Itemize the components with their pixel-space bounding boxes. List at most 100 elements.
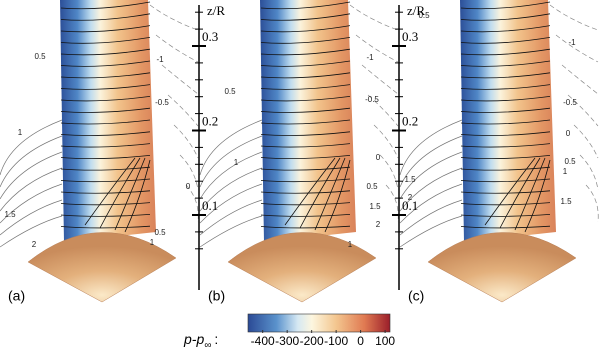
contour-label: -0.5: [563, 98, 577, 107]
contour-line: [385, 184, 399, 223]
column-contour: [60, 214, 151, 217]
contour-label: -0.5: [155, 98, 169, 107]
column-contour: [260, 84, 351, 90]
tick-label: 0.1: [202, 198, 218, 213]
contour-label: 1: [563, 167, 568, 176]
contour-line: [0, 167, 63, 212]
contour-line: [399, 215, 463, 248]
colorbar-tick-label: -100: [324, 334, 348, 348]
column-contour: [60, 166, 151, 171]
contour-label: 1.5: [369, 202, 381, 211]
contour-label: 0.5: [564, 157, 576, 166]
contour-label: 1: [234, 158, 239, 167]
column-contour: [260, 60, 351, 67]
column-contour: [60, 131, 151, 136]
column-contour: [260, 225, 351, 229]
column-contour: [60, 25, 151, 33]
contour-line: [199, 215, 263, 248]
column-contour: [60, 155, 151, 160]
column-contour: [260, 72, 351, 79]
dome: [227, 232, 377, 303]
contour-label: 0.5: [418, 11, 430, 20]
shock-lines: [284, 157, 351, 233]
contour-line: [579, 154, 599, 191]
contour-line: [0, 135, 63, 188]
contour-label: -0.5: [365, 95, 379, 104]
colorbar-tick-label: 0: [357, 334, 364, 348]
shock-lines: [84, 157, 151, 233]
contour-line: [179, 154, 199, 191]
axis-title: z/R: [207, 3, 225, 18]
contour-label: 1: [348, 240, 353, 249]
contour-label: 1.5: [560, 197, 572, 206]
contour-label: 1.5: [4, 210, 16, 219]
column-contour: [460, 190, 551, 194]
column-contour: [60, 96, 151, 102]
colorbar: [247, 313, 391, 333]
contour-label: 1: [150, 238, 155, 247]
column-contour: [460, 202, 551, 206]
tick-label: 0.2: [402, 113, 418, 128]
contour-line: [399, 119, 463, 176]
column-contour: [460, 13, 551, 21]
contour-line: [199, 199, 263, 236]
column-contour: [260, 1, 351, 10]
column-contour: [460, 72, 551, 79]
column-contour: [460, 225, 551, 229]
column-contour: [460, 37, 551, 44]
dome: [27, 232, 177, 303]
column-contour: [260, 25, 351, 33]
contour-line: [399, 167, 463, 212]
contour-label: 0: [566, 129, 571, 138]
contour-line: [561, 64, 599, 95]
column-contour: [460, 131, 551, 136]
column-contour: [260, 178, 351, 183]
contour-line: [199, 183, 263, 224]
column-contour: [260, 166, 351, 171]
contour-line: [555, 34, 599, 63]
column-contour: [460, 25, 551, 33]
column-contour: [260, 96, 351, 102]
contour-line: [155, 34, 199, 63]
column-contour: [60, 107, 151, 113]
contour-label: 0.5: [34, 52, 46, 61]
column-contour: [460, 48, 551, 56]
column-contour: [460, 107, 551, 113]
contour-line: [173, 124, 199, 159]
shock-lines: [484, 157, 551, 233]
contour-line: [167, 94, 199, 127]
column-contour: [460, 60, 551, 67]
contour-line: [161, 64, 199, 95]
column-contour: [460, 143, 551, 148]
contour-line: [361, 64, 399, 95]
panel-label: (b): [208, 288, 225, 304]
contour-label: 2: [32, 240, 37, 249]
column-contour: [260, 37, 351, 44]
column-contour: [60, 72, 151, 79]
column-contour: [460, 119, 551, 125]
contour-label: -1: [156, 55, 164, 64]
contour-line: [349, 4, 399, 31]
column-contour: [260, 190, 351, 194]
contour-label: 0: [186, 182, 191, 191]
contour-line: [0, 215, 63, 248]
contour-line: [355, 34, 399, 63]
column-contour: [60, 202, 151, 206]
column-contour: [60, 190, 151, 194]
contour-label: -1: [568, 38, 576, 47]
tick-label: 0.1: [402, 198, 418, 213]
column-contour: [460, 155, 551, 160]
column-contour: [260, 13, 351, 21]
contour-line: [399, 199, 463, 236]
contour-line: [0, 183, 63, 224]
tick-label: 0.3: [202, 29, 218, 44]
contour-line: [149, 4, 199, 31]
contour-line: [399, 183, 463, 224]
colorbar-label-part: :: [214, 331, 218, 347]
contour-line: [0, 119, 63, 176]
contour-line: [549, 4, 599, 31]
contour-line: [199, 151, 263, 200]
contour-label: 0.5: [154, 228, 166, 237]
panel-label: (c): [408, 288, 424, 304]
column-contour: [460, 166, 551, 171]
